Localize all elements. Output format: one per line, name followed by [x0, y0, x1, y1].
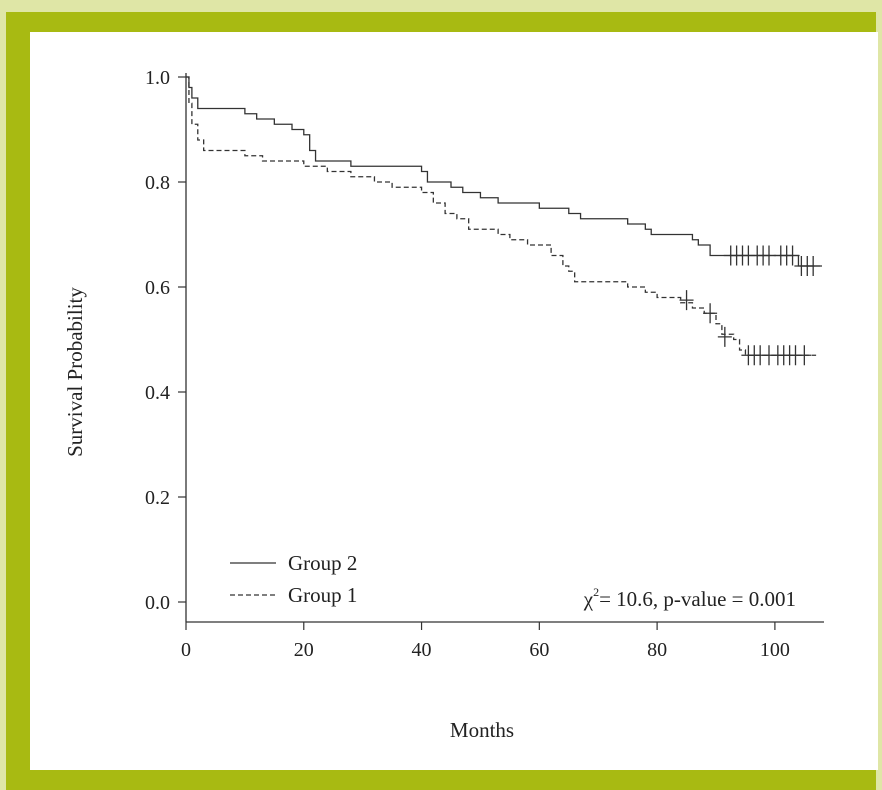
- censor-mark: [762, 245, 776, 266]
- y-tick-label: 0.8: [145, 172, 170, 194]
- series-line-1: [186, 76, 822, 267]
- censor-mark: [679, 290, 694, 311]
- plot-area: [186, 76, 822, 366]
- chi-square-annotation: χ2= 10.6, p-value = 0.001: [583, 585, 796, 611]
- censor-mark: [717, 326, 732, 347]
- y-tick-label: 0.0: [145, 592, 170, 614]
- series-line-2: [186, 76, 817, 356]
- censor-mark: [785, 245, 800, 266]
- censor-mark: [703, 303, 718, 324]
- x-tick-label: 80: [647, 639, 667, 661]
- censor-mark: [797, 345, 812, 366]
- x-tick-label: 100: [760, 639, 790, 661]
- y-tick-label: 0.2: [145, 487, 170, 509]
- legend-label-1: Group 2: [288, 551, 357, 575]
- chi-symbol: χ: [583, 587, 594, 611]
- chart-panel: 0.0 0.2 0.4 0.6 0.8 1.0 0 20 40 60 80 100 Group 2 Gr…: [30, 32, 878, 770]
- y-tick-label: 0.6: [145, 277, 170, 299]
- y-tick-label: 1.0: [145, 67, 170, 89]
- x-axis-title: Months: [450, 718, 514, 742]
- axes: 0.0 0.2 0.4 0.6 0.8 1.0 0 20 40 60 80 100: [145, 67, 824, 661]
- legend-label-2: Group 1: [288, 583, 357, 607]
- x-tick-label: 0: [181, 639, 191, 661]
- x-tick-label: 60: [529, 639, 549, 661]
- y-tick-label: 0.4: [145, 382, 170, 404]
- y-axis-title: Survival Probability: [63, 287, 87, 457]
- x-tick-label: 40: [412, 639, 432, 661]
- x-tick-label: 20: [294, 639, 314, 661]
- censor-mark: [806, 256, 821, 276]
- chi-value-text: = 10.6, p-value = 0.001: [599, 587, 796, 611]
- chi-superscript: 2: [593, 585, 599, 599]
- survival-chart: 0.00.20.40.60.81.00 20 40 60 80 100 Group 2Gr…: [63, 67, 824, 742]
- legend: Group 2 Group 1: [230, 551, 357, 607]
